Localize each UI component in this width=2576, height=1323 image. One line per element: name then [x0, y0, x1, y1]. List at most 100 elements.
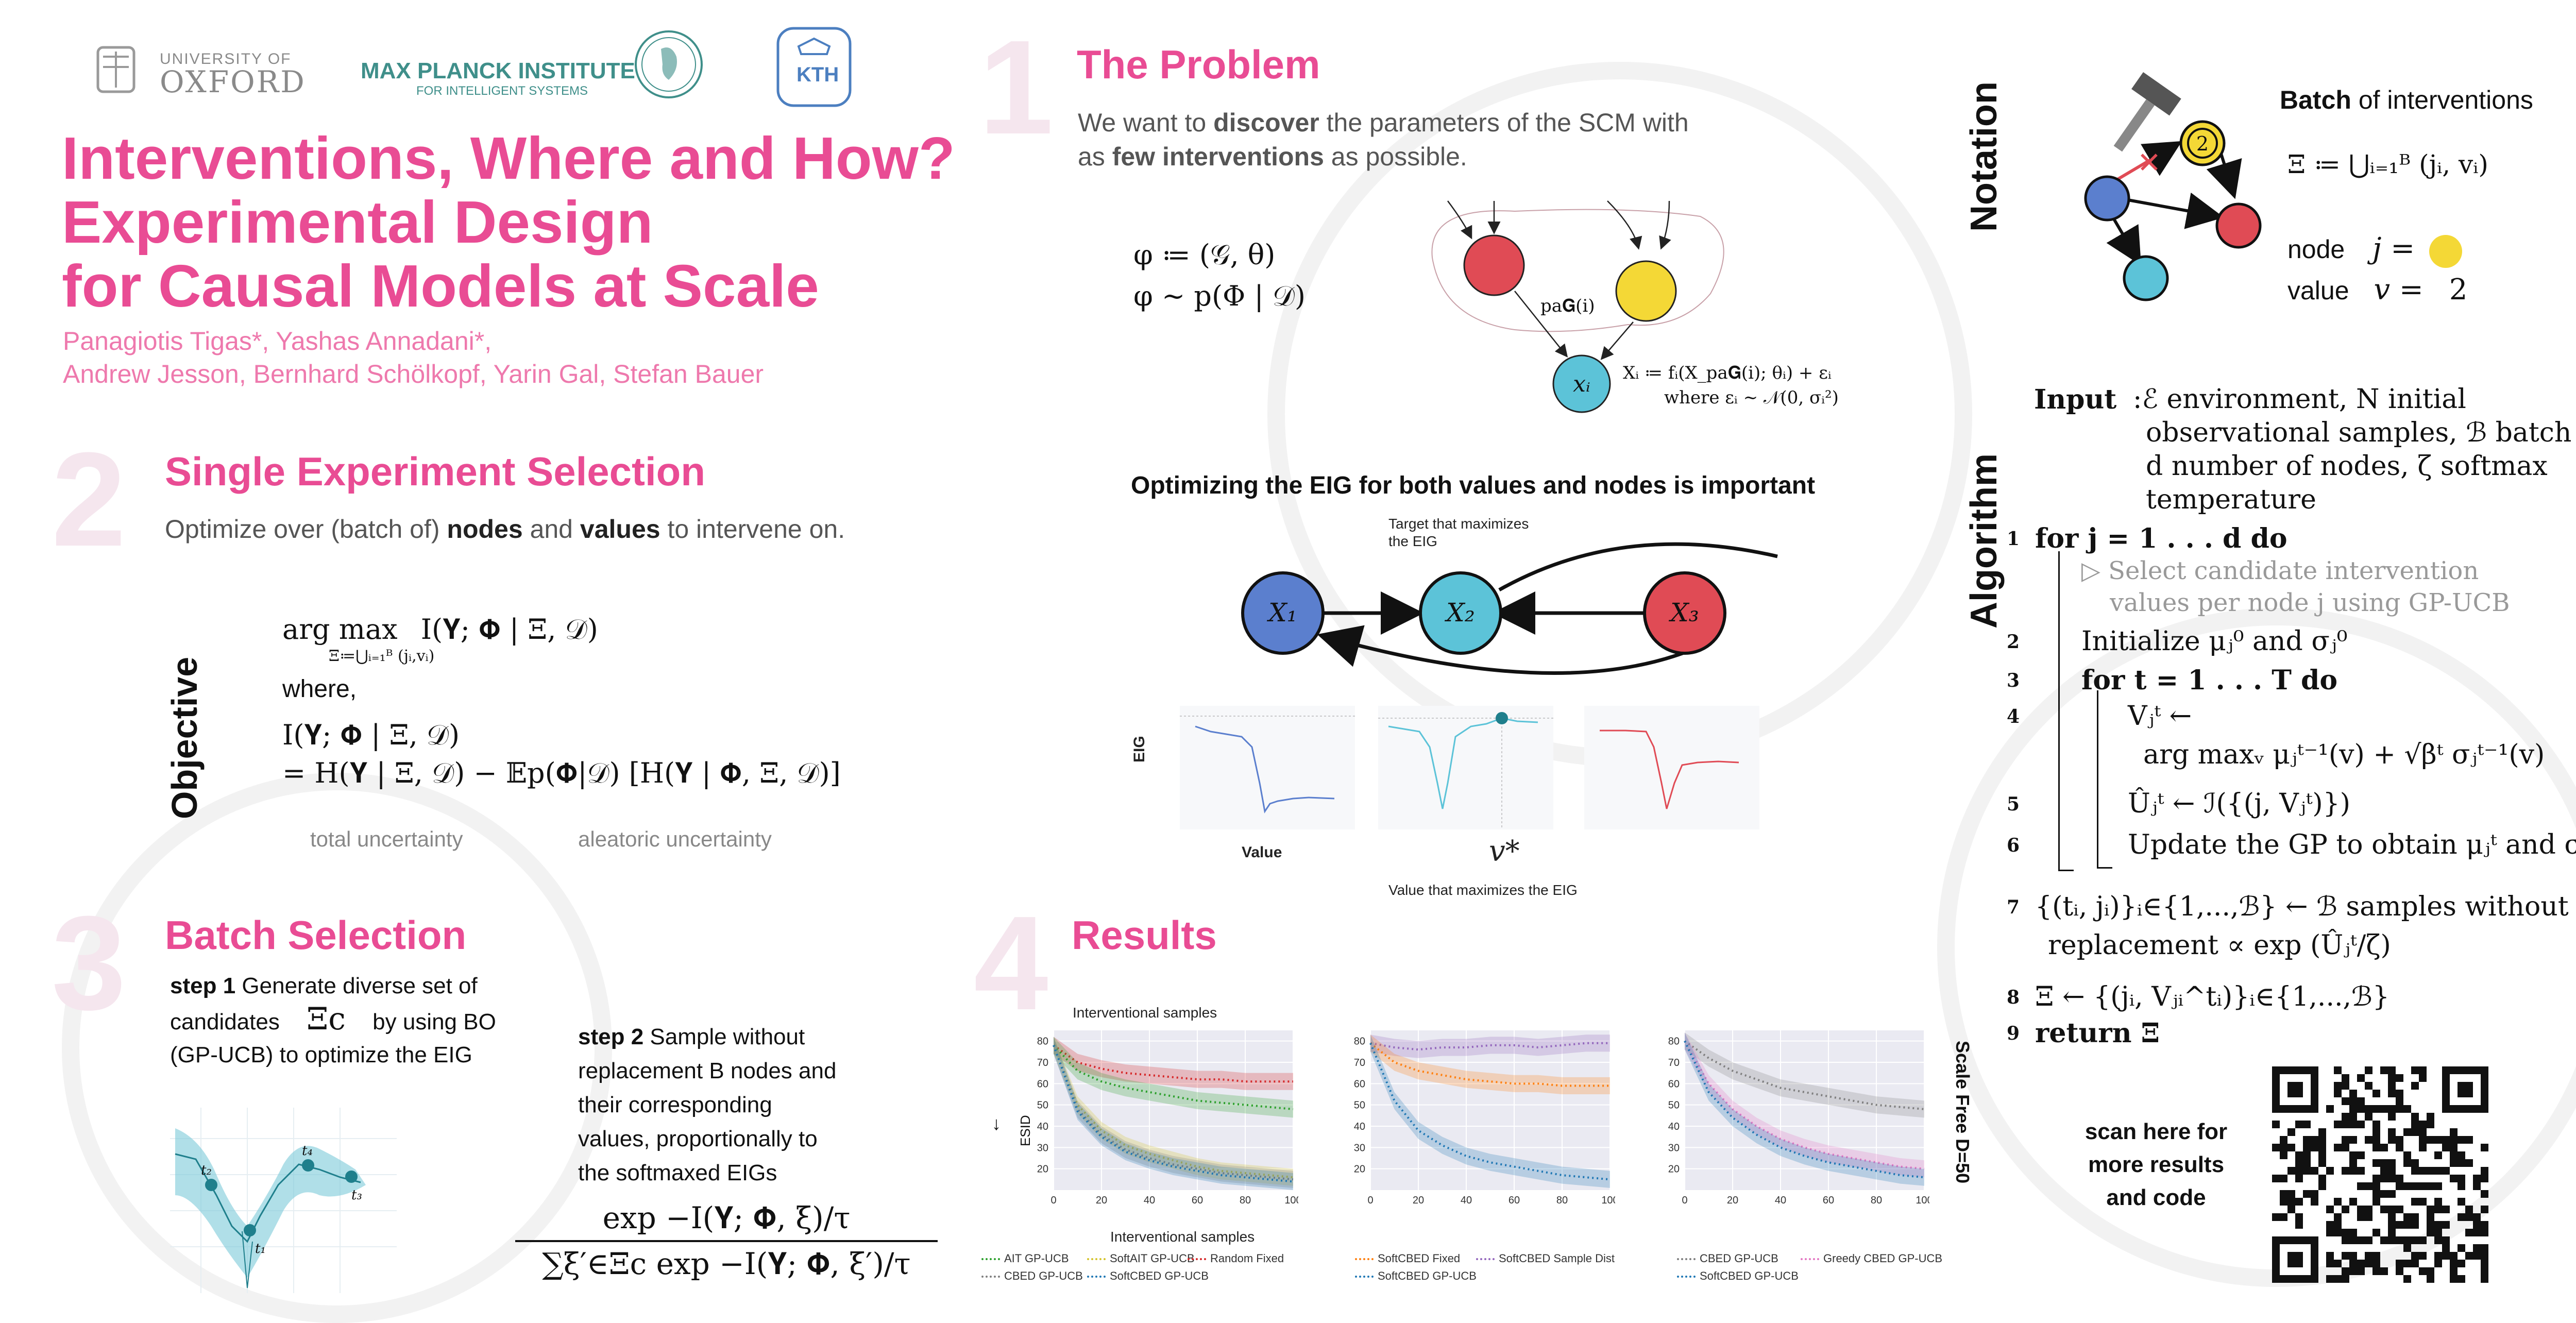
qr-module [2334, 1144, 2342, 1151]
legend-swatch [1476, 1258, 1495, 1261]
algo-line: Initialize μⱼ⁰ and σⱼ⁰ [2081, 626, 2348, 657]
qr-module [2349, 1167, 2357, 1175]
qr-module [2372, 1136, 2380, 1144]
qr-module [2458, 1275, 2465, 1283]
candidate-t2 [205, 1179, 217, 1191]
mi-definition: I(𝐘; 𝚽 | Ξ, 𝒟) [282, 719, 460, 751]
qr-module [2450, 1175, 2458, 1182]
qr-module [2458, 1182, 2465, 1190]
child-node-xi [1552, 354, 1611, 413]
qr-module [2372, 1175, 2380, 1182]
authors: Panagiotis Tigas*, Yashas Annadani*, And… [63, 325, 764, 391]
qr-module [2419, 1136, 2427, 1144]
qr-module [2388, 1066, 2396, 1074]
qr-module [2427, 1206, 2434, 1213]
qr-module [2403, 1260, 2411, 1267]
qr-module [2318, 1182, 2326, 1190]
qr-module [2465, 1229, 2473, 1236]
qr-module [2334, 1260, 2342, 1267]
qr-module [2396, 1144, 2403, 1151]
qr-module [2349, 1267, 2357, 1275]
legend-item: SoftCBED GP-UCB [1677, 1269, 1799, 1283]
qr-module [2295, 1175, 2303, 1182]
y-tick-label: 50 [1668, 1100, 1680, 1111]
xi-node-label: xᵢ [1573, 371, 1590, 397]
legend-swatch [1087, 1258, 1106, 1261]
qr-module [2372, 1144, 2380, 1151]
qr-module [2450, 1128, 2458, 1136]
y-tick-label: 20 [1037, 1164, 1048, 1175]
x-tick-label: 40 [1775, 1195, 1786, 1206]
qr-module [2380, 1267, 2388, 1275]
eig-node-x3 [1643, 571, 1726, 655]
qr-module [2334, 1229, 2342, 1236]
qr-module [2481, 1252, 2488, 1260]
qr-module [2287, 1167, 2295, 1175]
qr-module [2372, 1229, 2380, 1236]
qr-module [2380, 1144, 2388, 1151]
qr-module [2411, 1213, 2419, 1221]
y-tick-label: 80 [1668, 1036, 1680, 1047]
phi-posterior: φ ∼ p(Φ | 𝒟) [1133, 280, 1306, 312]
qr-module [2295, 1121, 2303, 1128]
qr-module [2303, 1167, 2311, 1175]
qr-module [2311, 1167, 2318, 1175]
aleatoric-uncertainty-label: aleatoric uncertainty [578, 827, 772, 851]
qr-module [2411, 1221, 2419, 1229]
qr-code[interactable] [2272, 1066, 2488, 1283]
kth-logo: KTH [773, 23, 855, 111]
qr-module [2349, 1260, 2357, 1267]
qr-module [2357, 1213, 2365, 1221]
phi-definition: φ ≔ (𝒢, θ) [1133, 239, 1276, 271]
algo-line-number: 2 [2007, 631, 2020, 653]
qr-module [2403, 1275, 2411, 1283]
y-tick-label: 70 [1668, 1057, 1680, 1068]
qr-module [2342, 1275, 2349, 1283]
qr-module [2349, 1151, 2357, 1159]
qr-module [2481, 1167, 2488, 1175]
qr-module [2473, 1229, 2481, 1236]
qr-module [2434, 1252, 2442, 1260]
x-tick-label: 100 [1601, 1195, 1615, 1206]
oxford-top-text: UNIVERSITY OF [160, 50, 292, 67]
qr-module [2388, 1113, 2396, 1121]
x-tick-label: 20 [1727, 1195, 1738, 1206]
qr-module [2303, 1151, 2311, 1159]
section-number-3: 3 [52, 889, 126, 1038]
qr-module [2349, 1113, 2357, 1121]
legend-item: SoftCBED GP-UCB [1355, 1269, 1477, 1283]
qr-module [2396, 1105, 2403, 1113]
eig-xlabel: Value [1242, 844, 1282, 861]
qr-module [2349, 1097, 2357, 1105]
qr-module [2318, 1144, 2326, 1151]
qr-module [2380, 1206, 2388, 1213]
algo-line: Ûⱼᵗ ← ℐ({(j, Vⱼᵗ)}) [2128, 788, 2351, 819]
qr-module [2396, 1097, 2403, 1105]
qr-module [2357, 1206, 2365, 1213]
qr-module [2372, 1260, 2380, 1267]
legend-swatch [981, 1276, 1000, 1278]
where-label: where, [282, 675, 357, 703]
candidate-set-symbol: Ξc [307, 1001, 346, 1037]
y-tick-label: 50 [1037, 1100, 1048, 1111]
series-line [1053, 1044, 1293, 1083]
candidate-t1 [244, 1224, 256, 1236]
qr-module [2427, 1136, 2434, 1144]
qr-module [2365, 1066, 2372, 1074]
notation-graph: ✕ 2 [2084, 72, 2262, 301]
qr-module [2481, 1206, 2488, 1213]
legend-item: CBED GP-UCB [981, 1269, 1083, 1283]
qr-module [2388, 1090, 2396, 1097]
problem-text: We want to discover the parameters of th… [1078, 108, 1689, 171]
notation-label: Notation [1963, 81, 2005, 232]
qr-module [2473, 1252, 2481, 1260]
qr-module [2326, 1221, 2334, 1229]
qr-module [2388, 1074, 2396, 1082]
x-tick-label: 80 [1556, 1195, 1568, 1206]
qr-module [2342, 1229, 2349, 1236]
intervened-value-label: 2 [2196, 132, 2209, 155]
y-tick-label: 60 [1037, 1078, 1048, 1090]
qr-module [2295, 1151, 2303, 1159]
qr-module [2419, 1128, 2427, 1136]
notation-node-red [2215, 202, 2262, 249]
